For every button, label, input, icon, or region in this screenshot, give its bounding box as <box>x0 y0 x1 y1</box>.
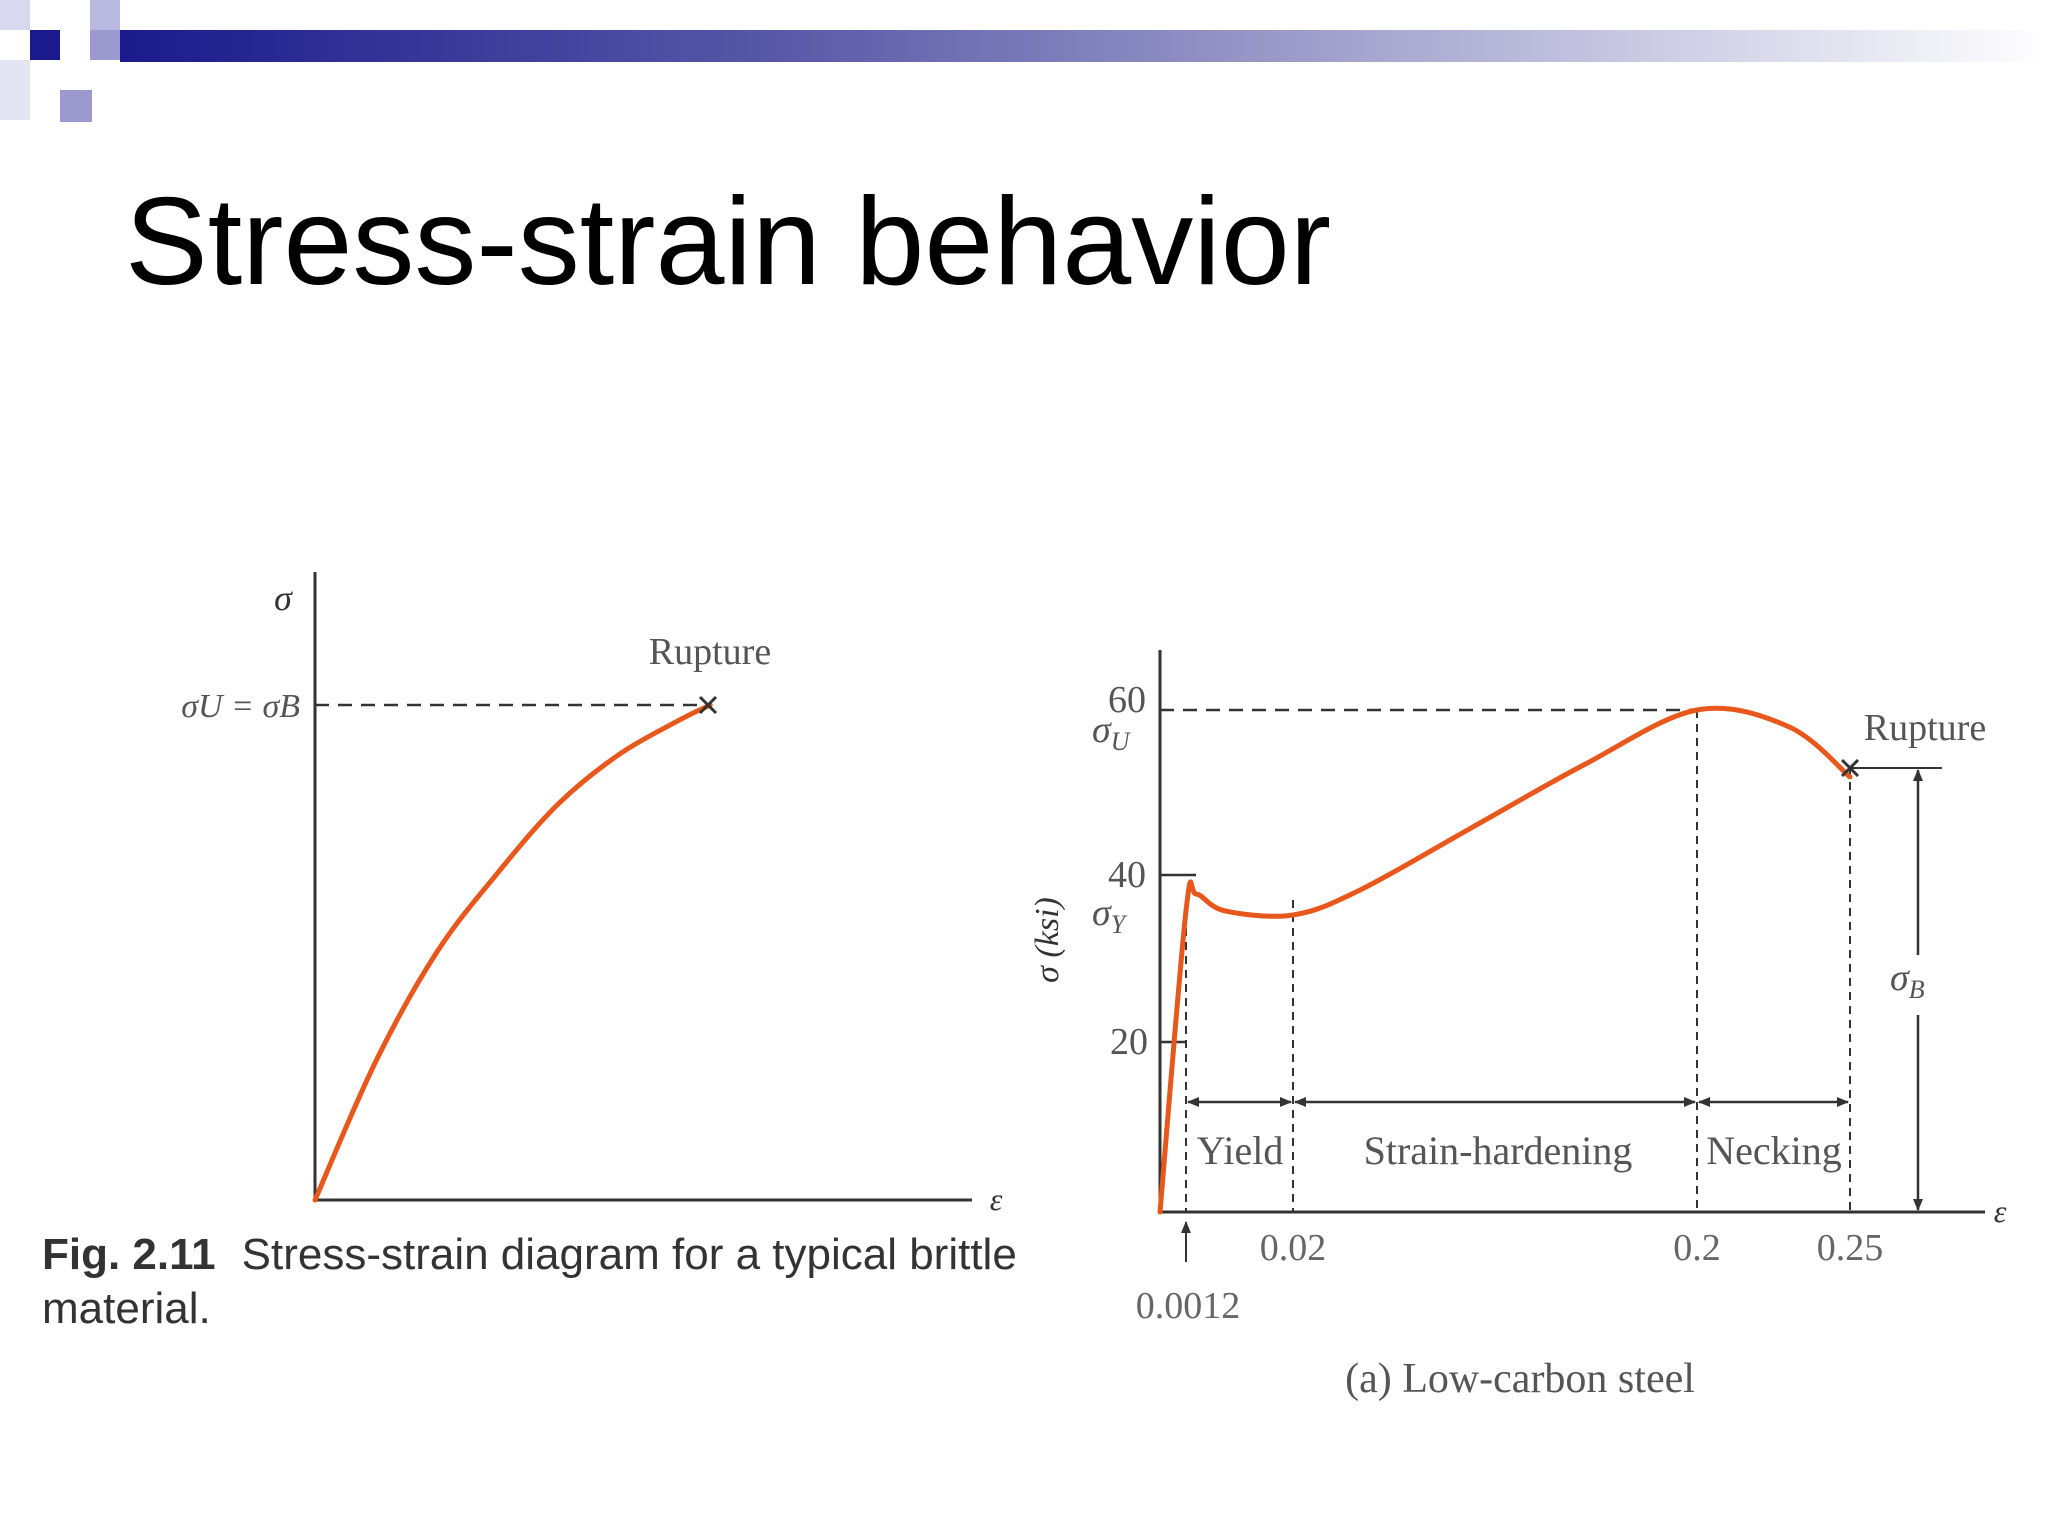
necking-region-label: Necking <box>1706 1128 1842 1173</box>
y-tick-label-40: 40 <box>1108 854 1146 896</box>
y-tick-label-20: 20 <box>1110 1021 1148 1063</box>
low-carbon-steel-chart: ε σ (ksi) 20 40 60 σU σY Yield Strain-ha… <box>1029 650 2007 1402</box>
rupture-marker <box>1840 758 1860 778</box>
sigma-u-label: σU <box>1092 709 1132 756</box>
figure-caption-text: Stress-strain diagram for a typical brit… <box>42 1230 1017 1333</box>
header-decoration <box>0 0 2048 122</box>
header-square-mid <box>90 0 120 30</box>
y-tick-60: 60 <box>1108 679 1146 721</box>
x-tick-label-0.02: 0.02 <box>1260 1227 1327 1269</box>
y-tick-20: 20 <box>1110 1021 1186 1063</box>
steel-curve-line <box>1157 705 1853 1215</box>
header-square-pale <box>0 60 30 120</box>
x-tick-label-0.0012: 0.0012 <box>1136 1285 1241 1327</box>
header-square-small <box>60 90 92 122</box>
header-gradient-bar <box>120 30 2048 62</box>
rupture-label: Rupture <box>649 631 771 673</box>
figure-caption-label: Fig. 2.11 <box>42 1230 216 1279</box>
y-axis-symbol: σ <box>274 578 293 618</box>
sigma-u-equals-sigma-b-label: σU = σB <box>181 688 300 725</box>
rupture-marker <box>698 695 718 715</box>
y-axis-label: σ (ksi) <box>1029 897 1066 983</box>
x-tick-label-0.25: 0.25 <box>1817 1227 1884 1269</box>
strain-hardening-region-label: Strain-hardening <box>1364 1128 1633 1173</box>
brittle-material-chart: σ ε σU = σB Rupture <box>181 572 1003 1217</box>
rupture-label: Rupture <box>1864 707 1986 749</box>
slide-title: Stress-strain behavior <box>125 173 1332 311</box>
brittle-curve-line <box>312 702 713 1203</box>
x-axis-symbol: ε <box>990 1181 1003 1217</box>
header-square-mid2 <box>90 30 120 60</box>
figure-caption: Fig. 2.11 Stress-strain diagram for a typ… <box>42 1228 1042 1336</box>
sigma-y-label: σY <box>1092 892 1128 939</box>
yield-region-label: Yield <box>1197 1128 1284 1173</box>
y-tick-40: 40 <box>1108 854 1196 896</box>
header-square-light <box>0 0 30 30</box>
chart-subtitle: (a) Low-carbon steel <box>1345 1356 1695 1402</box>
header-square-dark <box>30 30 60 60</box>
y-tick-label-60: 60 <box>1108 679 1146 721</box>
x-tick-label-0.2: 0.2 <box>1673 1227 1721 1269</box>
x-axis-symbol: ε <box>1994 1193 2007 1229</box>
